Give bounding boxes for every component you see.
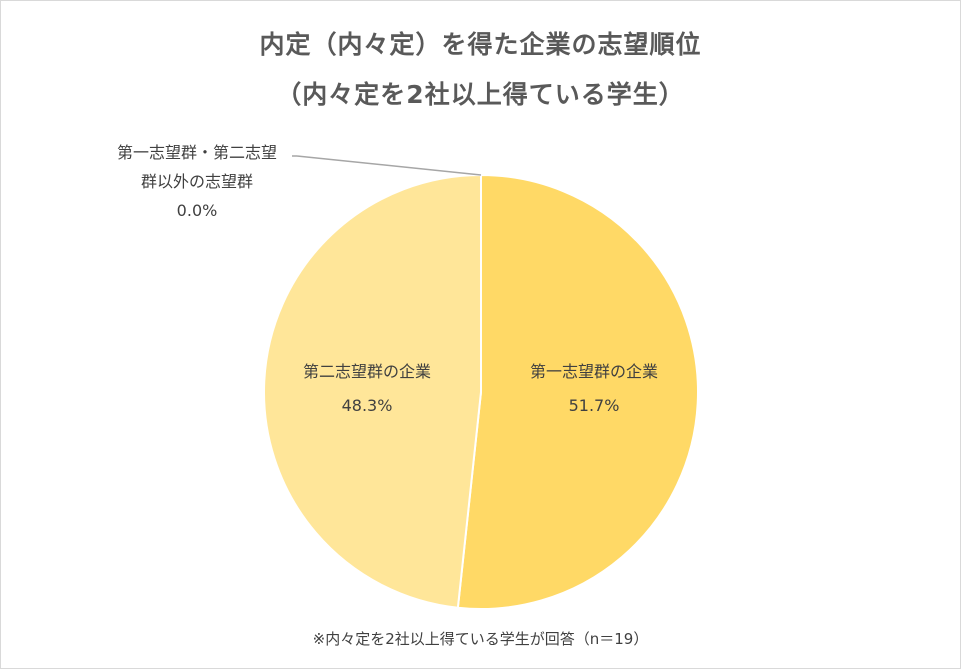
slice-label-other: 第一志望群・第二志望 群以外の志望群 0.0% (97, 138, 297, 225)
slice-label-other-name-line1: 第一志望群・第二志望 (116, 143, 277, 162)
slice-label-other-name-line2: 群以外の志望群 (140, 172, 253, 191)
chart-footnote: ※内々定を2社以上得ている学生が回答（n＝19） (312, 630, 649, 648)
pie-slice-first-choice (456, 173, 700, 610)
slice-label-first-choice-name: 第一志望群の企業 (530, 362, 658, 381)
slice-label-second-choice-value: 48.3% (342, 396, 393, 415)
chart-title-line2: （内々定を2社以上得ている学生） (276, 80, 685, 109)
leader-line-other (296, 155, 482, 176)
chart-title-line1: 内定（内々定）を得た企業の志望順位 (259, 30, 702, 59)
slice-label-other-value: 0.0% (176, 201, 218, 220)
pie-slice-second-choice (263, 173, 482, 609)
slice-label-first-choice-value: 51.7% (569, 396, 620, 415)
slice-label-second-choice-name: 第二志望群の企業 (303, 362, 431, 381)
